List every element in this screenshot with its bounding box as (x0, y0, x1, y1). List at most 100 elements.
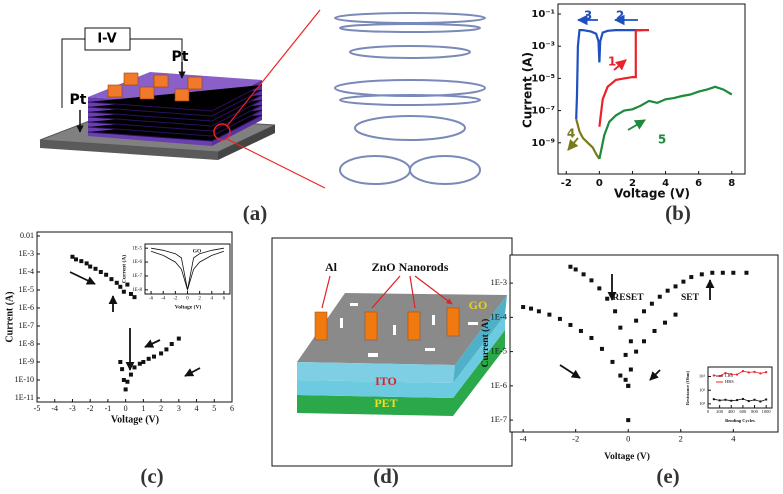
x-tick-label: 800 (751, 409, 759, 414)
data-point (74, 257, 78, 262)
data-point (521, 305, 526, 310)
data-point (589, 278, 594, 283)
x-tick-label: 4 (195, 404, 199, 413)
x-tick-label: 0 (596, 178, 603, 189)
x-tick-label: 4 (731, 434, 736, 444)
data-point (589, 335, 594, 340)
layer-label: ITO (375, 374, 397, 388)
x-tick-label: 0 (707, 409, 710, 414)
electrode-label: Pt (172, 49, 189, 65)
annotation: RESET (612, 293, 644, 303)
data-point (665, 288, 670, 293)
data-point (79, 259, 84, 264)
x-tick-label: 2 (679, 434, 683, 444)
data-point (623, 352, 628, 357)
x-tick-label: 400 (728, 409, 736, 414)
panel-label: (e) (656, 464, 679, 488)
plot-frame (144, 243, 231, 295)
y-tick-label: 1E-11 (15, 393, 34, 402)
x-tick-label: 4 (211, 297, 214, 302)
data-point (93, 266, 98, 271)
sweep-arrow (649, 369, 661, 381)
data-line (713, 398, 767, 402)
x-tick-label: 1 (141, 404, 145, 413)
y-tick-label: 0.01 (20, 231, 34, 240)
series-label: 4 (567, 127, 575, 141)
data-point (568, 264, 573, 269)
x-tick-label: 6 (223, 297, 226, 302)
data-point (118, 284, 123, 289)
x-tick-label: 0 (626, 434, 630, 444)
y-tick-label: 10⁻⁹ (531, 138, 555, 149)
y-tick-label: 10⁻⁵ (531, 73, 555, 84)
x-tick-label: -5 (34, 404, 41, 413)
data-point (132, 295, 137, 300)
data-point (710, 270, 715, 275)
data-point (88, 264, 93, 269)
data-point (121, 289, 126, 294)
data-point (70, 254, 75, 259)
y-tick-label: 10³ (699, 387, 706, 392)
y-tick-label: 1E-7 (490, 414, 507, 424)
data-point (642, 309, 646, 314)
x-tick-label: -4 (161, 297, 166, 302)
data-point (731, 270, 736, 275)
data-point (718, 399, 721, 402)
data-point (720, 270, 725, 275)
panel-label: (c) (140, 464, 163, 488)
panel-label: (d) (373, 464, 399, 488)
x-tick-label: -6 (149, 297, 154, 302)
data-point (128, 291, 133, 296)
y-tick-label: 10⁻⁷ (531, 106, 555, 117)
y-axis-label: Current (A) (480, 319, 491, 368)
data-point (123, 387, 128, 392)
data-point (634, 349, 639, 354)
data-point (557, 316, 562, 321)
data-point (673, 312, 678, 317)
y-tick-label: 1E-7 (132, 274, 142, 279)
instrument-label: I-V (97, 32, 116, 47)
data-line (598, 29, 643, 63)
data-point (747, 400, 750, 403)
data-point (681, 279, 686, 284)
data-point (736, 373, 739, 376)
data-point (712, 374, 715, 377)
data-point (529, 306, 534, 311)
sweep-arrow (627, 119, 646, 131)
data-point (652, 328, 657, 333)
x-tick-label: -2 (87, 404, 94, 413)
data-point (125, 282, 130, 287)
x-tick-label: -3 (69, 404, 76, 413)
x-tick-label: -4 (520, 434, 528, 444)
data-point (141, 359, 146, 364)
y-tick-label: 10⁻¹ (531, 9, 555, 20)
panel-label: (a) (243, 201, 268, 225)
y-axis-label: Current (A) (120, 255, 127, 283)
device-schematic: I-V Pt Pt (39, 9, 486, 189)
data-point (657, 294, 662, 299)
x-tick-label: 2 (629, 178, 636, 189)
data-point (121, 378, 126, 383)
sweep-arrow (567, 137, 579, 151)
y-tick-label: 1E-5 (18, 285, 34, 294)
y-tick-label: 1E-6 (132, 260, 142, 265)
data-line (575, 29, 601, 120)
data-point (759, 372, 762, 375)
y-tick-label: 1E-9 (18, 357, 34, 366)
x-tick-label: -4 (51, 404, 58, 413)
data-point (628, 367, 633, 372)
series-label: 5 (658, 133, 666, 147)
y-tick-label: 1E-4 (490, 311, 507, 321)
layer-label: GO (469, 298, 488, 312)
data-point (547, 312, 552, 317)
y-tick-label: 1E-6 (490, 380, 507, 390)
x-tick-label: -1 (105, 404, 112, 413)
data-point (730, 373, 733, 376)
series-label: 1 (608, 55, 616, 69)
data-point (164, 347, 169, 352)
y-tick-label: 10⁴ (699, 374, 706, 379)
data-point (573, 267, 578, 272)
data-point (741, 397, 744, 400)
data-line (598, 85, 733, 160)
legend-label: LRS (725, 373, 734, 378)
